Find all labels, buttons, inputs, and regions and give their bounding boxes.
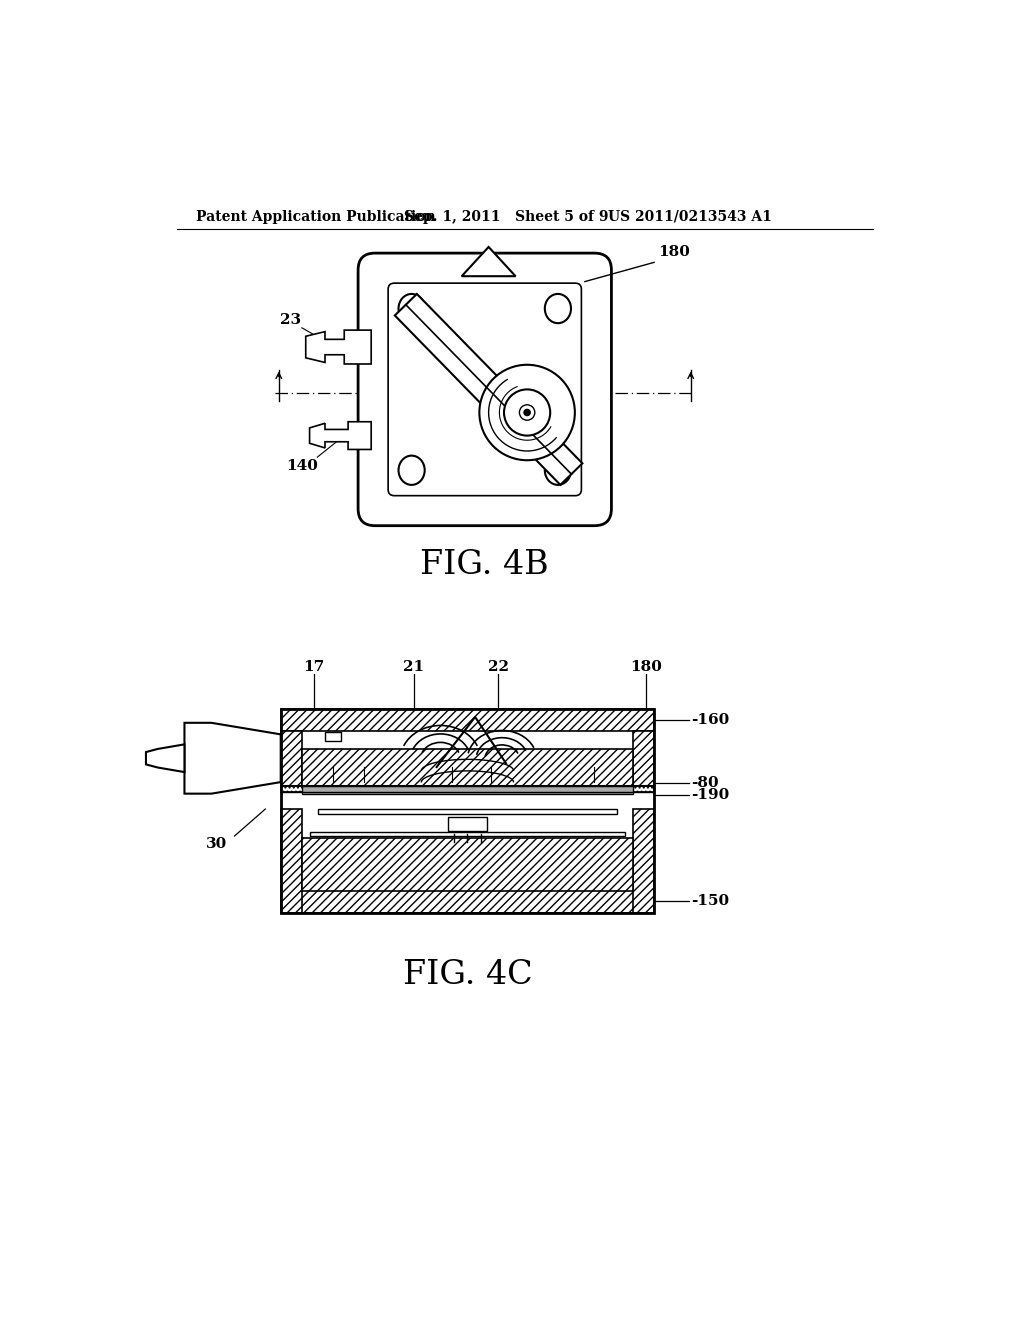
- Text: -80: -80: [691, 776, 719, 789]
- Circle shape: [504, 389, 550, 436]
- Bar: [302, 748, 633, 785]
- Text: 30: 30: [206, 837, 226, 850]
- Bar: [310, 832, 625, 836]
- Text: Patent Application Publication: Patent Application Publication: [196, 210, 435, 224]
- Circle shape: [479, 364, 574, 461]
- Ellipse shape: [398, 455, 425, 484]
- Bar: [281, 709, 654, 730]
- Bar: [281, 785, 654, 792]
- FancyBboxPatch shape: [358, 253, 611, 525]
- Bar: [302, 785, 633, 793]
- Ellipse shape: [545, 455, 571, 484]
- Bar: [633, 809, 654, 913]
- Text: FIG. 4B: FIG. 4B: [421, 549, 549, 581]
- Polygon shape: [306, 330, 371, 364]
- Polygon shape: [309, 422, 371, 449]
- Polygon shape: [462, 247, 515, 276]
- Text: -160: -160: [691, 713, 729, 727]
- Bar: [633, 730, 654, 785]
- Text: -150: -150: [691, 895, 729, 908]
- Text: 180: 180: [658, 244, 690, 259]
- Bar: [449, 817, 486, 830]
- Circle shape: [519, 405, 535, 420]
- Polygon shape: [395, 294, 583, 484]
- Text: 23: 23: [280, 313, 301, 327]
- Text: Sep. 1, 2011   Sheet 5 of 9: Sep. 1, 2011 Sheet 5 of 9: [403, 210, 608, 224]
- Polygon shape: [184, 723, 281, 793]
- Bar: [317, 809, 617, 813]
- Text: FIG. 4C: FIG. 4C: [402, 958, 532, 990]
- Bar: [281, 890, 654, 913]
- Text: US 2011/0213543 A1: US 2011/0213543 A1: [608, 210, 772, 224]
- FancyBboxPatch shape: [388, 284, 582, 496]
- Text: 17: 17: [303, 660, 325, 673]
- Text: 21: 21: [403, 660, 424, 673]
- Bar: [281, 709, 654, 913]
- Text: -190: -190: [691, 788, 729, 803]
- Bar: [281, 730, 302, 785]
- Ellipse shape: [398, 294, 425, 323]
- Bar: [281, 809, 302, 913]
- Ellipse shape: [545, 294, 571, 323]
- Text: 180: 180: [631, 660, 663, 673]
- Circle shape: [524, 409, 530, 416]
- Text: 22: 22: [487, 660, 509, 673]
- Text: 140: 140: [286, 459, 317, 474]
- Bar: [302, 838, 633, 891]
- Bar: [326, 733, 341, 742]
- Polygon shape: [146, 744, 184, 772]
